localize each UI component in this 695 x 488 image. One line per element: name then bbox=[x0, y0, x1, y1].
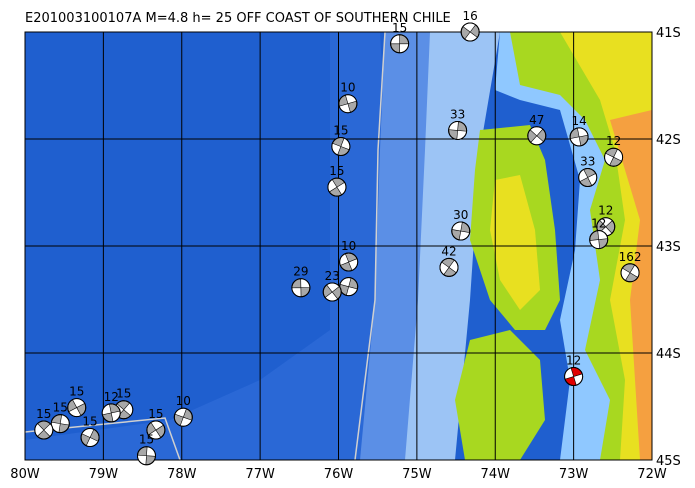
depth-label: 15 bbox=[392, 21, 407, 35]
beachball-edge bbox=[322, 282, 342, 302]
focal-mechanism bbox=[589, 230, 609, 250]
depth-label: 30 bbox=[453, 208, 468, 222]
y-tick-label: 44S bbox=[656, 347, 681, 362]
depth-label: 47 bbox=[529, 113, 544, 127]
depth-label: 15 bbox=[116, 387, 131, 401]
beachball-edge bbox=[338, 94, 358, 114]
focal-mechanism bbox=[67, 398, 87, 418]
depth-label: 16 bbox=[463, 9, 478, 23]
beachball-edge bbox=[390, 34, 410, 54]
depth-label: 29 bbox=[293, 265, 308, 279]
depth-label: 23 bbox=[325, 269, 340, 283]
beachball-edge bbox=[451, 221, 471, 241]
depth-label: 15 bbox=[139, 433, 154, 447]
focal-mechanism bbox=[620, 263, 640, 283]
beachball-edge bbox=[67, 398, 87, 418]
beachball-edge bbox=[34, 420, 54, 440]
depth-label: 14 bbox=[571, 114, 586, 128]
x-tick-label: 74W bbox=[481, 467, 511, 482]
depth-label: 10 bbox=[176, 394, 191, 408]
y-tick-label: 41S bbox=[656, 26, 681, 41]
focal-mechanism bbox=[136, 446, 156, 466]
depth-label: 12 bbox=[566, 354, 581, 368]
beachball-edge bbox=[589, 230, 609, 250]
y-tick-label: 43S bbox=[656, 240, 681, 255]
beachball-edge bbox=[448, 120, 468, 140]
focal-mechanism bbox=[569, 127, 589, 147]
depth-label: 42 bbox=[441, 244, 456, 258]
focal-mechanism bbox=[173, 407, 193, 427]
depth-label: 15 bbox=[53, 401, 68, 415]
focal-mechanism bbox=[460, 22, 480, 42]
map-title: E201003100107A M=4.8 h= 25 OFF COAST OF … bbox=[25, 11, 451, 26]
focal-mechanism bbox=[439, 257, 459, 277]
beachball-edge bbox=[604, 147, 624, 167]
x-tick-label: 76W bbox=[324, 467, 354, 482]
focal-mechanism bbox=[564, 367, 584, 387]
x-tick-label: 78W bbox=[167, 467, 197, 482]
beachball-edge bbox=[327, 177, 347, 197]
x-tick-label: 75W bbox=[402, 467, 432, 482]
beachball-edge bbox=[331, 136, 351, 156]
beachball-edge bbox=[173, 407, 193, 427]
beachball-edge bbox=[136, 446, 156, 466]
focal-mechanism bbox=[339, 277, 359, 297]
depth-label: 15 bbox=[69, 385, 84, 399]
focal-mechanism bbox=[451, 221, 471, 241]
depth-label: 10 bbox=[341, 239, 356, 253]
beachball-edge bbox=[146, 420, 166, 440]
depth-label: 15 bbox=[36, 407, 51, 421]
focal-mechanism bbox=[50, 414, 70, 434]
focal-mechanism bbox=[291, 278, 311, 298]
depth-label: 10 bbox=[340, 81, 355, 95]
y-tick-label: 42S bbox=[656, 133, 681, 148]
beachball-edge bbox=[527, 126, 547, 146]
depth-label: 12 bbox=[591, 217, 606, 231]
beachball-edge bbox=[620, 263, 640, 283]
depth-label: 33 bbox=[450, 107, 465, 121]
focal-mechanism bbox=[327, 177, 347, 197]
beachball-edge bbox=[339, 252, 359, 272]
beachball-edge bbox=[50, 414, 70, 434]
depth-label: 15 bbox=[82, 415, 97, 429]
x-tick-label: 79W bbox=[89, 467, 119, 482]
focal-mechanism bbox=[390, 34, 410, 54]
y-tick-label: 45S bbox=[656, 454, 681, 469]
beachball-edge bbox=[569, 127, 589, 147]
focal-mechanism bbox=[604, 147, 624, 167]
beachball-edge bbox=[80, 428, 100, 448]
beachball-edge bbox=[291, 278, 311, 298]
beachball-edge bbox=[460, 22, 480, 42]
x-tick-label: 73W bbox=[559, 467, 589, 482]
beachball-edge bbox=[564, 367, 584, 387]
focal-mechanism bbox=[34, 420, 54, 440]
x-tick-label: 77W bbox=[245, 467, 275, 482]
depth-label: 15 bbox=[329, 164, 344, 178]
depth-label: 15 bbox=[148, 407, 163, 421]
focal-mechanism bbox=[322, 282, 342, 302]
beachball-edge bbox=[578, 168, 598, 188]
depth-label: 12 bbox=[598, 204, 613, 218]
focal-mechanism bbox=[331, 136, 351, 156]
focal-mechanism bbox=[338, 94, 358, 114]
depth-label: 33 bbox=[580, 155, 595, 169]
focal-mechanism bbox=[101, 403, 121, 423]
focal-mechanism bbox=[448, 120, 468, 140]
depth-label: 12 bbox=[606, 134, 621, 148]
beachball-edge bbox=[439, 257, 459, 277]
depth-label: 12 bbox=[104, 390, 119, 404]
x-tick-label: 72W bbox=[637, 467, 667, 482]
x-tick-label: 80W bbox=[10, 467, 40, 482]
focal-mechanism bbox=[578, 168, 598, 188]
depth-label: 15 bbox=[333, 123, 348, 137]
depth-label: 162 bbox=[619, 250, 642, 264]
focal-mechanism bbox=[527, 126, 547, 146]
focal-mechanism bbox=[339, 252, 359, 272]
beachball-edge bbox=[101, 403, 121, 423]
focal-mechanism bbox=[146, 420, 166, 440]
focal-mechanism bbox=[80, 428, 100, 448]
